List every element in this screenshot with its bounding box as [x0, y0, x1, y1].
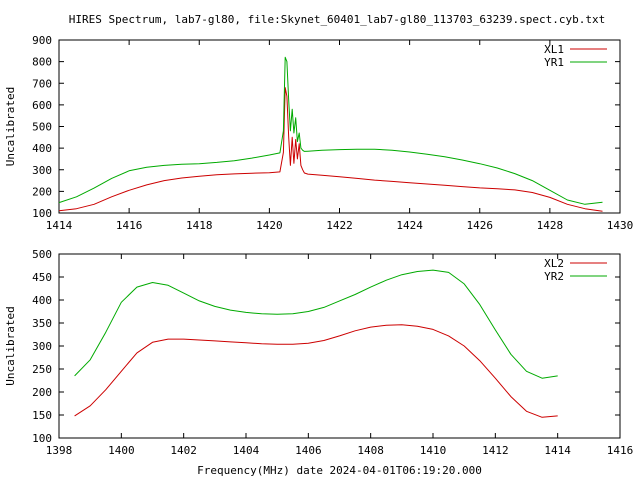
- panel2-y-tick-label: 300: [32, 340, 52, 353]
- panel2-frame: [58, 253, 621, 439]
- panel1-series-xl1: [58, 87, 603, 212]
- panel2-y-tick-label: 150: [32, 409, 52, 422]
- panel2-legend-label-xl2: XL2: [544, 257, 564, 270]
- panel1-y-tick-label: 700: [32, 77, 52, 90]
- panel2-x-tick-label: 1408: [357, 444, 384, 457]
- panel1: 1414 1416 1418 1420 1422 1424 1426 1428 1430 100 2…: [4, 34, 633, 232]
- panel2-x-tick-label: 1412: [482, 444, 509, 457]
- panel2-x-tick-label: 1402: [170, 444, 197, 457]
- panel1-x-tick-label: 1416: [116, 219, 143, 232]
- panel2-x-axis-label: Frequency(MHz) date 2024-04-01T06:19:20.…: [197, 464, 482, 477]
- panel1-y-tick-label: 500: [32, 121, 52, 134]
- chart-title: HIRES Spectrum, lab7-gl80, file:Skynet_6…: [69, 13, 605, 26]
- panel2-x-tick-label: 1404: [233, 444, 260, 457]
- panel2-x-tick-label: 1416: [607, 444, 634, 457]
- panel2-y-tick-label: 400: [32, 294, 52, 307]
- panel2-series-xl2: [74, 324, 558, 418]
- chart-panels: 1414 1416 1418 1420 1422 1424 1426 1428 1430 100 2…: [4, 34, 633, 477]
- panel1-y-tick-label: 400: [32, 142, 52, 155]
- panel2-x-tick-label: 1398: [46, 444, 73, 457]
- panel2: 1398 1400 1402 1404 1406 1408 1410 1412 1414 1416…: [4, 248, 633, 477]
- panel2-x-tick-label: 1400: [108, 444, 135, 457]
- panel1-series-yr1: [58, 56, 603, 205]
- panel1-y-tick-label: 900: [32, 34, 52, 47]
- panel2-x-tick-label: 1414: [544, 444, 571, 457]
- panel2-y-tick-label: 250: [32, 363, 52, 376]
- panel2-y-tick-label: 500: [32, 248, 52, 261]
- panel1-x-tick-label: 1420: [256, 219, 283, 232]
- panel1-frame: [58, 39, 621, 214]
- panel2-x-tick-label: 1410: [420, 444, 447, 457]
- panel2-legend-label-yr2: YR2: [544, 270, 564, 283]
- panel2-y-tick-label: 450: [32, 271, 52, 284]
- panel1-y-tick-label: 800: [32, 56, 52, 69]
- panel1-y-tick-label: 100: [32, 207, 52, 220]
- panel1-legend-label-xl1: XL1: [544, 43, 564, 56]
- panel1-legend-label-yr1: YR1: [544, 56, 564, 69]
- panel1-x-tick-label: 1418: [186, 219, 213, 232]
- panel1-x-tick-label: 1422: [326, 219, 353, 232]
- panel2-y-tick-label: 350: [32, 317, 52, 330]
- panel1-y-tick-label: 600: [32, 99, 52, 112]
- panel1-y-axis-label: Uncalibrated: [4, 87, 17, 166]
- panel1-x-tick-label: 1430: [607, 219, 634, 232]
- panel2-y-tick-label: 100: [32, 432, 52, 445]
- panel2-series-yr2: [74, 269, 558, 379]
- panel1-y-tick-label: 200: [32, 185, 52, 198]
- panel2-x-tick-label: 1406: [295, 444, 322, 457]
- panel2-y-axis-label: Uncalibrated: [4, 306, 17, 385]
- panel1-x-tick-label: 1428: [537, 219, 564, 232]
- panel1-x-tick-label: 1426: [467, 219, 494, 232]
- panel2-y-tick-label: 200: [32, 386, 52, 399]
- panel1-x-tick-label: 1424: [396, 219, 423, 232]
- panel1-x-tick-label: 1414: [46, 219, 73, 232]
- panel1-y-tick-label: 300: [32, 164, 52, 177]
